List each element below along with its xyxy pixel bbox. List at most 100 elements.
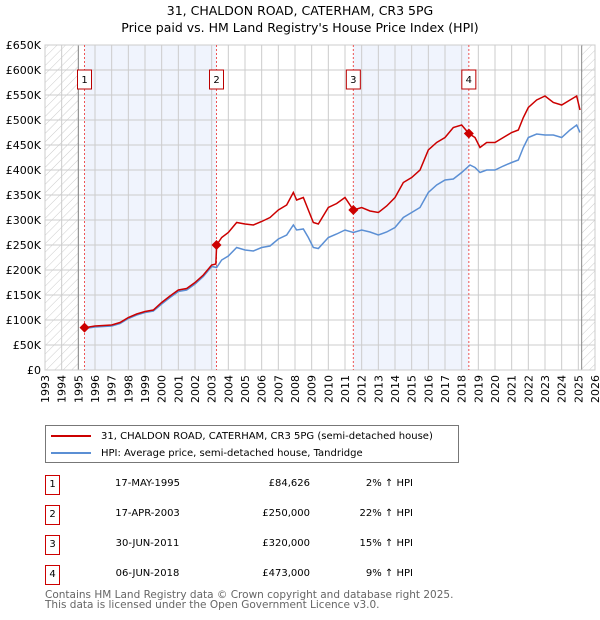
transaction-price: £473,000 <box>262 568 310 579</box>
x-tick-label: 2012 <box>356 375 369 403</box>
chart-title: 31, CHALDON ROAD, CATERHAM, CR3 5PG <box>166 3 434 18</box>
x-tick-label: 2017 <box>439 375 452 403</box>
chart-subtitle: Price paid vs. HM Land Registry's House … <box>121 20 479 35</box>
shaded-period <box>84 45 217 370</box>
transaction-date: 06-JUN-2018 <box>115 568 180 579</box>
transaction-hpi: 22% ↑ HPI <box>359 508 413 519</box>
transaction-date: 17-MAY-1995 <box>114 478 180 489</box>
sale-label: 1 <box>81 75 87 86</box>
sale-label-box <box>209 69 224 90</box>
x-tick-label: 1996 <box>89 375 102 403</box>
x-tick-label: 1993 <box>39 375 52 403</box>
y-tick-label: £400K <box>6 164 42 177</box>
footer-line: Contains HM Land Registry data © Crown c… <box>45 589 454 601</box>
sale-label: 3 <box>350 75 356 86</box>
sale-label-box <box>461 69 477 90</box>
x-tick-label: 2016 <box>422 375 435 403</box>
x-tick-label: 1995 <box>72 375 85 403</box>
sale-point <box>348 205 359 215</box>
x-tick-label: 2020 <box>489 375 502 403</box>
transaction-price: £320,000 <box>262 538 310 549</box>
y-tick-label: £200K <box>6 264 42 277</box>
transaction-hpi: 9% ↑ HPI <box>365 568 413 579</box>
sale-label-box <box>77 69 92 90</box>
transaction-hpi: 15% ↑ HPI <box>359 538 413 549</box>
price-paid-line <box>84 94 581 329</box>
x-tick-label: 2001 <box>172 375 185 403</box>
y-tick-label: £350K <box>6 189 42 202</box>
y-tick-label: £500K <box>6 114 42 127</box>
transaction-number: 4 <box>45 565 60 585</box>
hpi-line <box>84 123 581 330</box>
x-tick-label: 1997 <box>106 375 119 403</box>
legend-label: HPI: Average price, semi-detached house,… <box>101 447 363 459</box>
legend-swatch-blue <box>51 452 91 454</box>
y-tick-label: £550K <box>6 89 42 102</box>
y-tick-label: £650K <box>6 39 42 52</box>
y-tick-label: £0 <box>27 364 41 377</box>
transaction-date: 17-APR-2003 <box>115 508 180 519</box>
x-tick-label: 2011 <box>339 375 352 403</box>
y-tick-label: £250K <box>6 239 42 252</box>
x-tick-label: 2007 <box>272 375 285 403</box>
legend: 31, CHALDON ROAD, CATERHAM, CR3 5PG (sem… <box>45 425 459 463</box>
x-tick-label: 2009 <box>306 375 319 403</box>
x-tick-label: 1999 <box>139 375 152 403</box>
transaction-row: 1 17-MAY-1995 £84,626 2% ↑ HPI <box>45 475 445 495</box>
x-tick-label: 2026 <box>589 375 600 403</box>
price-chart: 1993 1994 1995 1996 1997 1998 1999 2000 2001 2002… <box>6 39 600 403</box>
y-tick-label: £50K <box>13 339 42 352</box>
x-tick-label: 2002 <box>189 375 202 403</box>
x-tick-label: 2022 <box>522 375 535 403</box>
sale-label: 4 <box>466 75 472 86</box>
sale-label-box <box>345 69 361 90</box>
transaction-number: 1 <box>45 475 60 495</box>
y-tick-label: £150K <box>6 289 42 302</box>
sale-point <box>211 240 222 250</box>
footer-line: This data is licensed under the Open Gov… <box>45 599 380 611</box>
legend-item-property: 31, CHALDON ROAD, CATERHAM, CR3 5PG (sem… <box>51 429 433 443</box>
y-tick-label: £300K <box>6 214 42 227</box>
legend-swatch-red <box>51 435 91 437</box>
x-tick-label: 2010 <box>322 375 335 403</box>
transaction-price: £84,626 <box>268 478 310 489</box>
x-tick-label: 1994 <box>56 375 69 403</box>
x-tick-label: 2019 <box>472 375 485 403</box>
x-tick-label: 1998 <box>122 375 135 403</box>
transaction-date: 30-JUN-2011 <box>115 538 180 549</box>
transaction-hpi: 2% ↑ HPI <box>365 478 413 489</box>
x-tick-label: 2006 <box>256 375 269 403</box>
x-tick-label: 2008 <box>289 375 302 403</box>
transaction-row: 4 06-JUN-2018 £473,000 9% ↑ HPI <box>45 565 445 585</box>
y-tick-label: £100K <box>6 314 42 327</box>
transaction-number: 3 <box>45 535 60 555</box>
y-tick-label: £450K <box>6 139 42 152</box>
x-tick-label: 2000 <box>156 375 169 403</box>
x-tick-label: 2004 <box>222 375 235 403</box>
sale-point <box>463 128 474 139</box>
x-tick-label: 2014 <box>389 375 402 403</box>
x-tick-label: 2005 <box>239 375 252 403</box>
shaded-period <box>353 45 469 370</box>
legend-label: 31, CHALDON ROAD, CATERHAM, CR3 5PG (sem… <box>101 430 433 442</box>
transaction-price: £250,000 <box>262 508 310 519</box>
y-tick-label: £600K <box>6 64 42 77</box>
plot-frame <box>44 44 596 371</box>
legend-item-hpi: HPI: Average price, semi-detached house,… <box>51 446 363 460</box>
x-tick-label: 2023 <box>539 375 552 403</box>
x-tick-label: 2015 <box>406 375 419 403</box>
transaction-row: 3 30-JUN-2011 £320,000 15% ↑ HPI <box>45 535 445 555</box>
sale-point <box>79 322 90 333</box>
hatched-region <box>581 45 595 370</box>
x-tick-label: 2021 <box>506 375 519 403</box>
transaction-number: 2 <box>45 505 60 525</box>
x-tick-label: 2003 <box>206 375 219 403</box>
sale-label: 2 <box>213 75 219 86</box>
x-tick-label: 2018 <box>456 375 469 403</box>
x-tick-label: 2025 <box>572 375 585 403</box>
transaction-row: 2 17-APR-2003 £250,000 22% ↑ HPI <box>45 505 445 525</box>
x-tick-label: 2013 <box>372 375 385 403</box>
x-tick-label: 2024 <box>556 375 569 403</box>
footer-attribution: Contains HM Land Registry data © Crown c… <box>45 589 454 611</box>
